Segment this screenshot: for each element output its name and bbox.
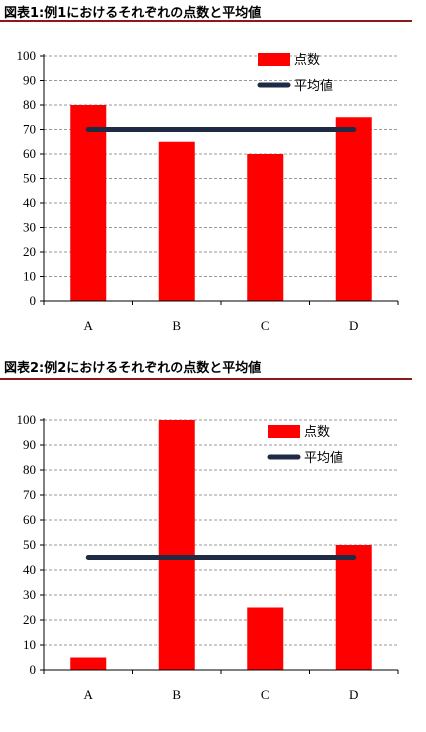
bar	[70, 105, 107, 301]
legend-label: 点数	[294, 53, 320, 68]
y-tick-label: 70	[23, 487, 36, 502]
x-tick-label: A	[84, 318, 94, 333]
bar	[158, 141, 195, 301]
x-tick-label: D	[349, 687, 358, 702]
title-underline	[0, 20, 412, 22]
x-tick-label: B	[172, 687, 181, 702]
bar	[335, 545, 372, 670]
bar	[70, 657, 107, 670]
legend-label: 平均値	[304, 450, 343, 466]
legend-label: 平均値	[294, 78, 333, 94]
figure-2: 図表2:例2におけるそれぞれの点数と平均値 0 10 20 30 40 50 60 70 80 9…	[0, 350, 426, 709]
y-tick-label: 30	[23, 587, 36, 602]
y-tick-label: 70	[23, 122, 36, 137]
y-tick-label: 60	[23, 146, 36, 161]
y-tick-label: 100	[17, 48, 37, 63]
x-tick-label: C	[261, 318, 270, 333]
y-tick-label: 0	[30, 662, 37, 677]
bar	[158, 420, 195, 670]
y-tick-label: 50	[23, 171, 36, 186]
y-tick-label: 40	[23, 195, 36, 210]
legend-label: 点数	[304, 425, 330, 440]
bar	[247, 154, 284, 301]
bar	[335, 117, 372, 301]
y-tick-label: 90	[23, 73, 36, 88]
legend-swatch-bar	[268, 425, 300, 438]
y-tick-label: 80	[23, 97, 36, 112]
y-tick-label: 100	[17, 412, 37, 427]
y-tick-label: 10	[23, 637, 36, 652]
y-tick-label: 80	[23, 462, 36, 477]
y-tick-label: 10	[23, 269, 36, 284]
y-tick-label: 30	[23, 220, 36, 235]
bar	[247, 607, 284, 670]
chart-title: 図表2:例2におけるそれぞれの点数と平均値	[4, 361, 262, 376]
y-tick-label: 20	[23, 612, 36, 627]
x-tick-label: B	[172, 318, 181, 333]
x-tick-label: D	[349, 318, 358, 333]
legend-swatch-bar	[258, 53, 290, 66]
chart-title: 図表1:例1におけるそれぞれの点数と平均値	[4, 6, 262, 21]
title-underline	[0, 378, 412, 380]
y-tick-label: 60	[23, 512, 36, 527]
y-tick-label: 90	[23, 437, 36, 452]
x-tick-label: A	[84, 687, 94, 702]
y-tick-label: 50	[23, 537, 36, 552]
x-tick-label: C	[261, 687, 270, 702]
y-tick-label: 20	[23, 244, 36, 259]
figure-1: 図表1:例1におけるそれぞれの点数と平均値 0 10 20 30 40 50 60 70 80 9…	[0, 0, 426, 350]
y-tick-label: 40	[23, 562, 36, 577]
y-tick-label: 0	[30, 293, 37, 308]
